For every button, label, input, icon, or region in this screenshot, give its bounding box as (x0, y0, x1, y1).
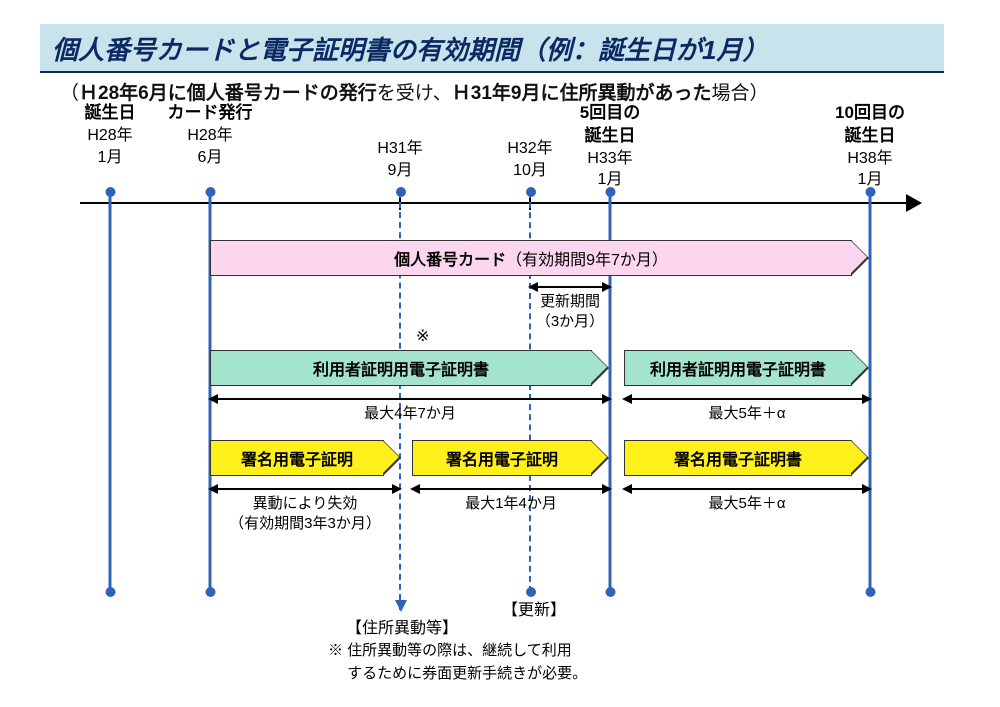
timeline-axis (80, 202, 910, 204)
range-label-renew_period: 更新期間 （3か月） (470, 292, 670, 331)
note-marker: ※ (416, 326, 429, 346)
timeline-axis-arrow-icon (906, 194, 922, 212)
bar-card: 個人番号カード（有効期間9年7か月） (210, 240, 852, 276)
event-label-move: H31年 9月 (340, 138, 460, 181)
range-label-sig3_dur: 最大5年＋α (647, 494, 847, 514)
bar-sig1: 署名用電子証明 (210, 440, 384, 476)
renew-note-label: 【更新】 (502, 596, 566, 620)
bar-user2: 利用者証明用電子証明書 (624, 350, 852, 386)
subtitle: （Ｈ28年6月に個人番号カードの発行を受け、Ｈ31年9月に住所異動があった場合） (60, 78, 769, 105)
range-user2_dur (624, 398, 870, 400)
range-sig3_dur (624, 488, 870, 490)
event-vline-birth (109, 192, 112, 592)
range-renew_period (530, 286, 610, 288)
event-label-b10: 10回目の 誕生日H38年 1月 (810, 102, 930, 191)
timeline-stage: 誕生日H28年 1月カード発行H28年 6月H31年 9月H32年 10月5回目… (80, 120, 930, 680)
footnote: ※ 住所異動等の際は、継続して利用 するために券面更新手続きが必要。 (328, 640, 587, 685)
event-label-issue: カード発行H28年 6月 (150, 102, 270, 168)
range-label-user2_dur: 最大5年＋α (647, 404, 847, 424)
bar-user1: 利用者証明用電子証明書 (210, 350, 592, 386)
range-user1_dur (210, 398, 610, 400)
range-sig1_dur (210, 488, 400, 490)
bar-sig3: 署名用電子証明書 (624, 440, 852, 476)
move-note-label: 【住所異動等】 (346, 614, 458, 638)
range-sig2_dur (412, 488, 610, 490)
range-label-sig1_dur: 異動により失効 （有効期間3年3か月） (205, 494, 405, 533)
bar-sig2: 署名用電子証明 (412, 440, 592, 476)
range-label-user1_dur: 最大4年7か月 (310, 404, 510, 424)
event-label-b5: 5回目の 誕生日H33年 1月 (550, 102, 670, 191)
page-title: 個人番号カードと電子証明書の有効期間（例：誕生日が1月） (40, 24, 944, 73)
range-label-sig2_dur: 最大1年4か月 (411, 494, 611, 514)
